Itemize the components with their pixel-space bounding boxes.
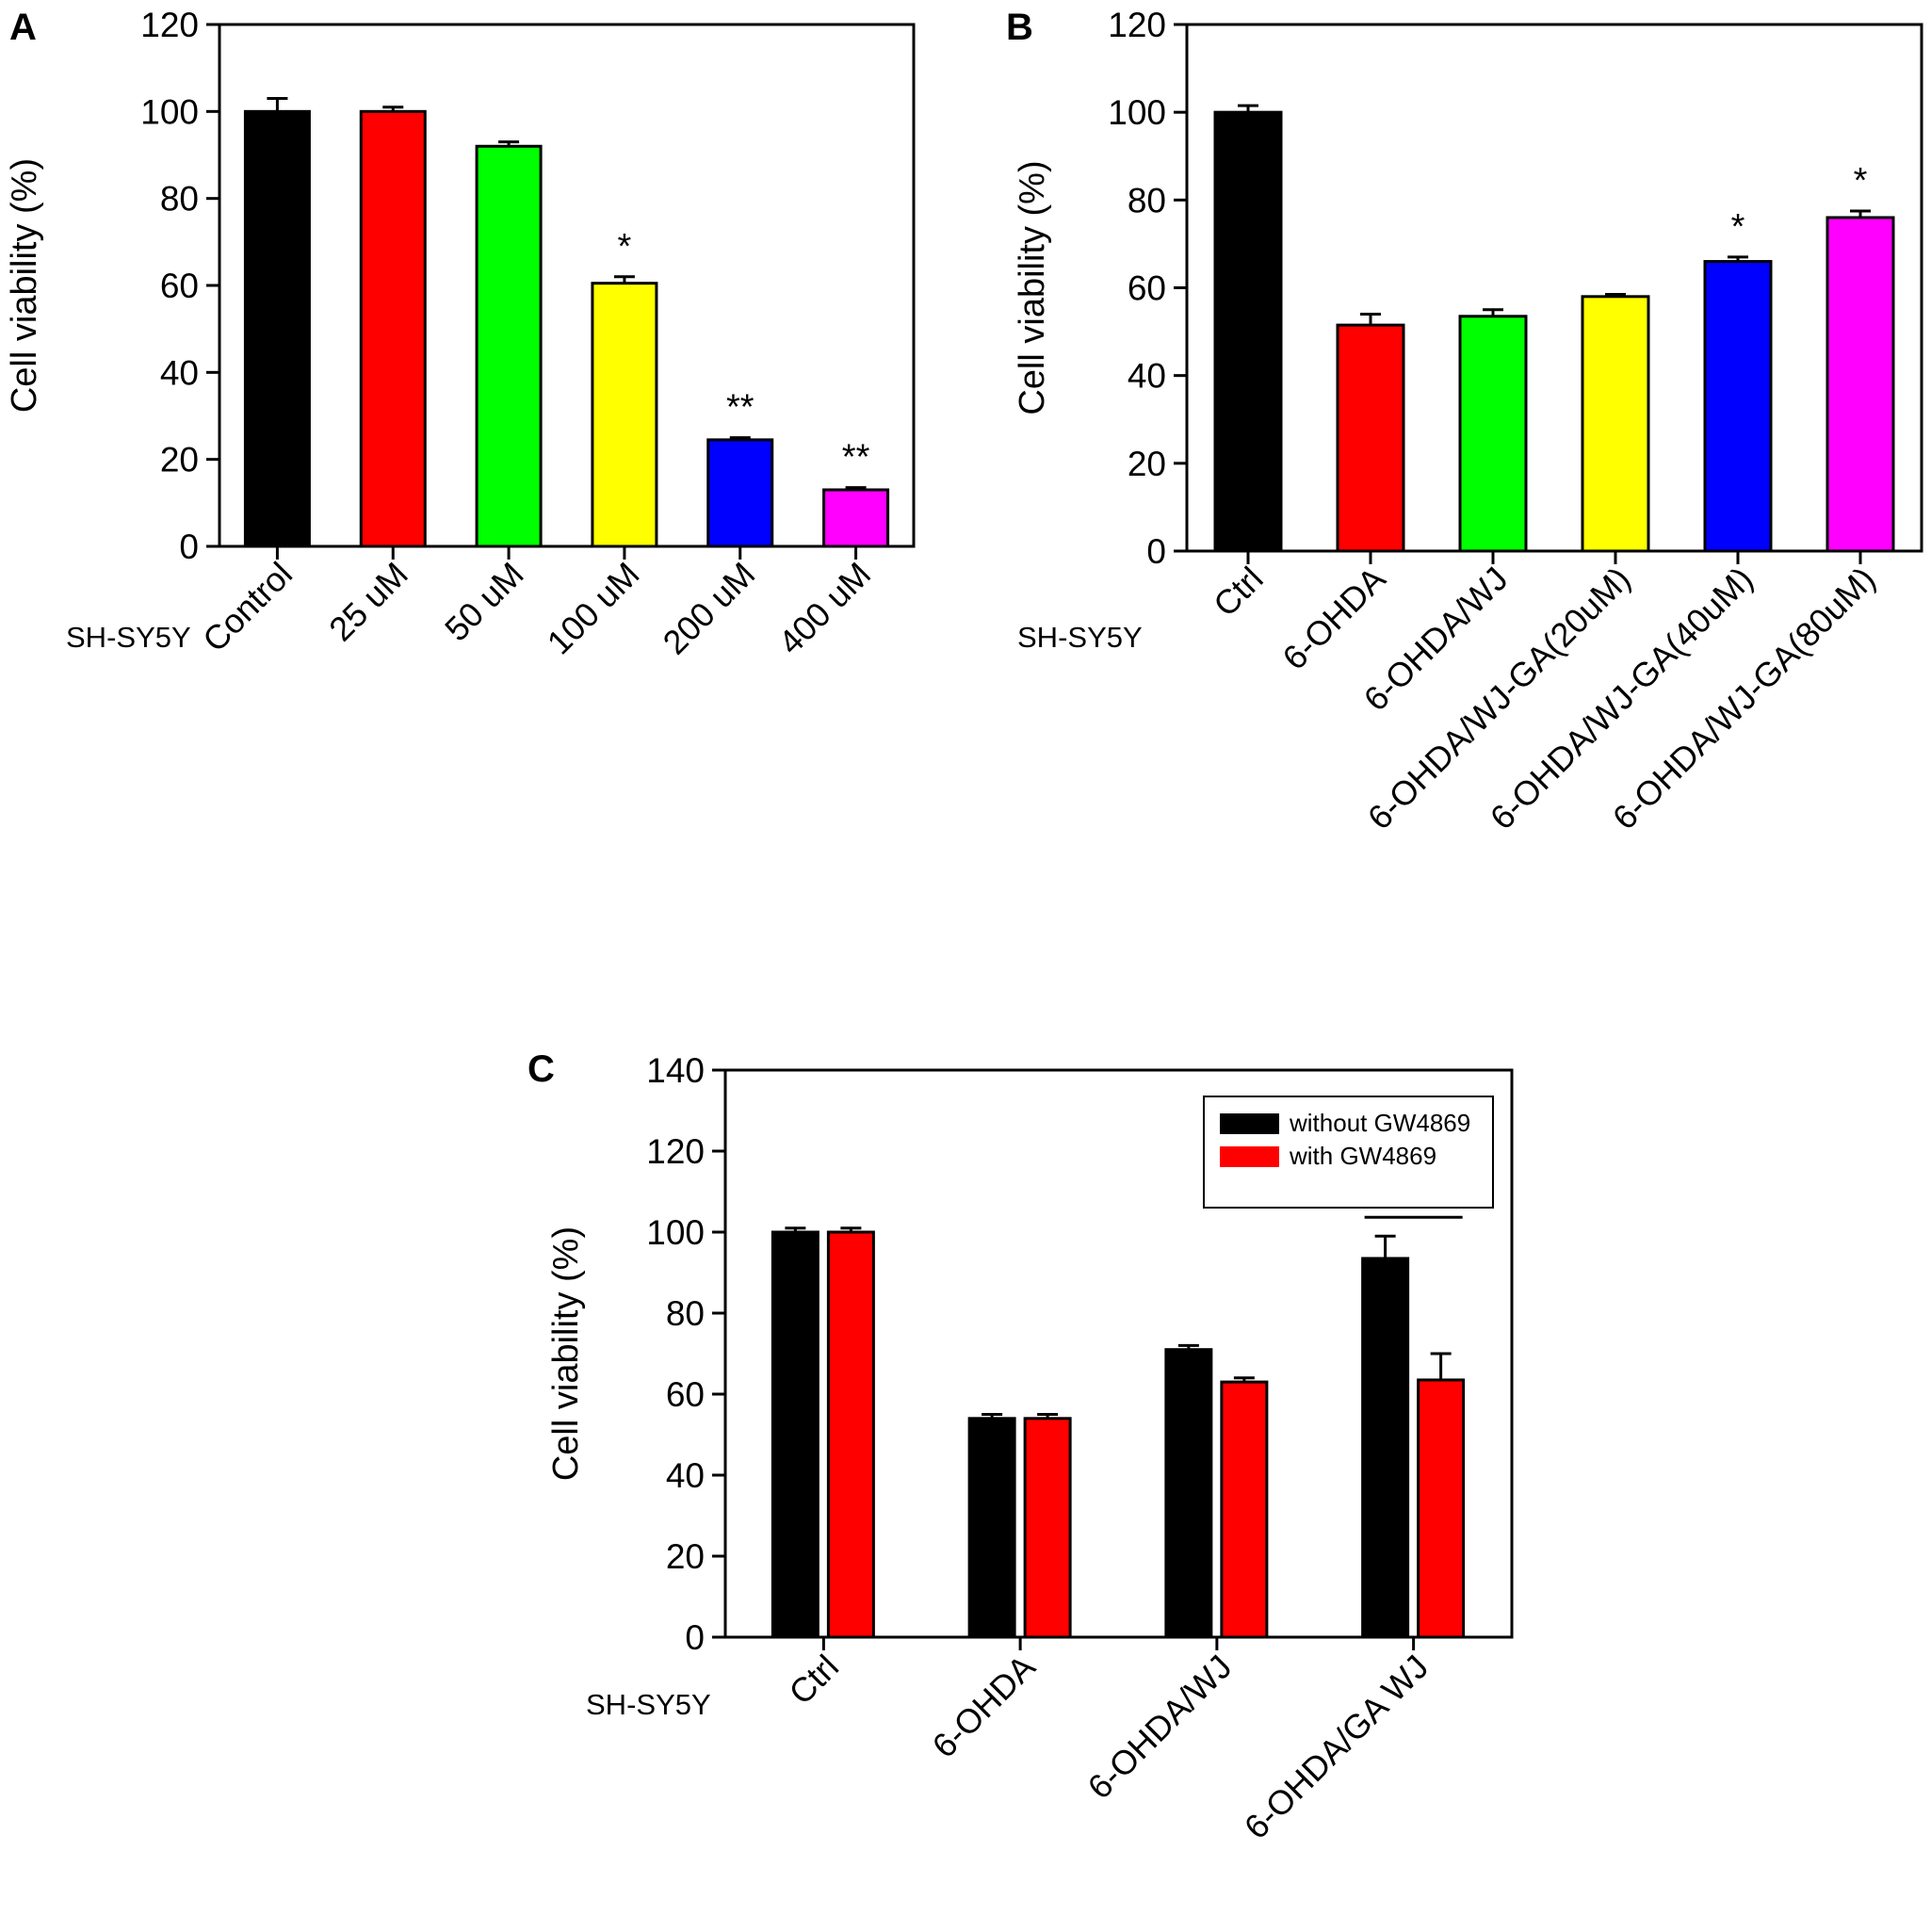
y-tick-label: 40 bbox=[1128, 357, 1166, 396]
bar bbox=[1023, 1417, 1072, 1639]
y-tick-label: 100 bbox=[646, 1213, 705, 1252]
plot-frame bbox=[218, 23, 916, 548]
significance-marker: ** bbox=[726, 388, 755, 428]
y-tick-label: 120 bbox=[1108, 6, 1166, 44]
bar bbox=[1361, 1257, 1410, 1639]
panel-letter: C bbox=[527, 1048, 555, 1090]
x-tick-label: 400 uM bbox=[771, 555, 878, 662]
y-axis-label: Cell viability (%) bbox=[5, 158, 44, 413]
x-tick-label: 6-OHDA bbox=[925, 1648, 1043, 1765]
x-tick-label: 100 uM bbox=[540, 555, 647, 662]
y-tick-label: 60 bbox=[1128, 269, 1166, 308]
bar bbox=[243, 109, 311, 548]
y-tick-label: 20 bbox=[1128, 445, 1166, 483]
x-tick-label: Ctrl bbox=[1206, 560, 1271, 625]
bar bbox=[1458, 315, 1528, 553]
x-tick-label: 6-OHDA/WJ bbox=[1080, 1648, 1240, 1807]
y-tick-label: 40 bbox=[160, 353, 199, 392]
y-tick-label: 80 bbox=[1128, 181, 1166, 219]
y-tick-label: 100 bbox=[140, 92, 199, 131]
y-tick-label: 0 bbox=[685, 1618, 705, 1657]
panel-letter: B bbox=[1006, 7, 1033, 48]
bar bbox=[1581, 295, 1650, 553]
row-label: SH-SY5Y bbox=[66, 621, 191, 654]
bar bbox=[826, 1230, 875, 1639]
significance-marker: * bbox=[618, 227, 632, 267]
bar bbox=[1164, 1348, 1213, 1639]
y-tick-label: 120 bbox=[140, 6, 199, 44]
y-tick-label: 100 bbox=[1108, 93, 1166, 132]
x-tick-label: Ctrl bbox=[781, 1648, 846, 1713]
bar bbox=[1336, 323, 1405, 553]
panel-letter: A bbox=[9, 7, 37, 48]
x-tick-label: 6-OHDA bbox=[1274, 560, 1392, 677]
bar bbox=[475, 144, 543, 548]
bar bbox=[1417, 1378, 1466, 1639]
bar bbox=[706, 438, 774, 548]
plot-frame bbox=[1185, 23, 1923, 553]
legend-label: with GW4869 bbox=[1289, 1142, 1436, 1170]
legend-swatch bbox=[1220, 1113, 1279, 1134]
y-tick-label: 0 bbox=[179, 528, 199, 566]
y-axis-label: Cell viability (%) bbox=[546, 1226, 586, 1481]
x-tick-label: 6-OHDA/GA WJ bbox=[1237, 1648, 1436, 1846]
y-tick-label: 20 bbox=[666, 1537, 705, 1576]
bar bbox=[1220, 1380, 1269, 1639]
y-tick-label: 0 bbox=[1146, 532, 1166, 571]
plot-frame bbox=[723, 1068, 1514, 1639]
x-tick-label: Control bbox=[195, 555, 300, 659]
significance-marker: * bbox=[1731, 207, 1745, 247]
y-tick-label: 40 bbox=[666, 1456, 705, 1495]
bar bbox=[1213, 110, 1283, 553]
bar bbox=[1826, 216, 1895, 553]
bar bbox=[359, 109, 427, 548]
y-tick-label: 120 bbox=[646, 1132, 705, 1171]
row-label: SH-SY5Y bbox=[586, 1688, 711, 1721]
x-tick-label: 50 uM bbox=[437, 555, 531, 649]
bar bbox=[771, 1230, 819, 1639]
y-tick-label: 60 bbox=[666, 1375, 705, 1414]
y-tick-label: 140 bbox=[646, 1051, 705, 1090]
significance-marker: * bbox=[1854, 161, 1868, 201]
y-tick-label: 80 bbox=[666, 1294, 705, 1333]
bar bbox=[1703, 260, 1773, 553]
row-label: SH-SY5Y bbox=[1017, 621, 1143, 654]
y-tick-label: 60 bbox=[160, 267, 199, 305]
legend-swatch bbox=[1220, 1146, 1279, 1167]
x-tick-label: 200 uM bbox=[656, 555, 763, 662]
y-tick-label: 20 bbox=[160, 441, 199, 479]
bar bbox=[591, 282, 658, 548]
significance-marker: ** bbox=[842, 438, 870, 478]
bar bbox=[967, 1417, 1016, 1639]
bar bbox=[822, 488, 890, 548]
y-axis-label: Cell viability (%) bbox=[1013, 160, 1052, 414]
y-tick-label: 80 bbox=[160, 180, 199, 219]
x-tick-label: 25 uM bbox=[321, 555, 415, 649]
legend-label: without GW4869 bbox=[1289, 1109, 1470, 1137]
